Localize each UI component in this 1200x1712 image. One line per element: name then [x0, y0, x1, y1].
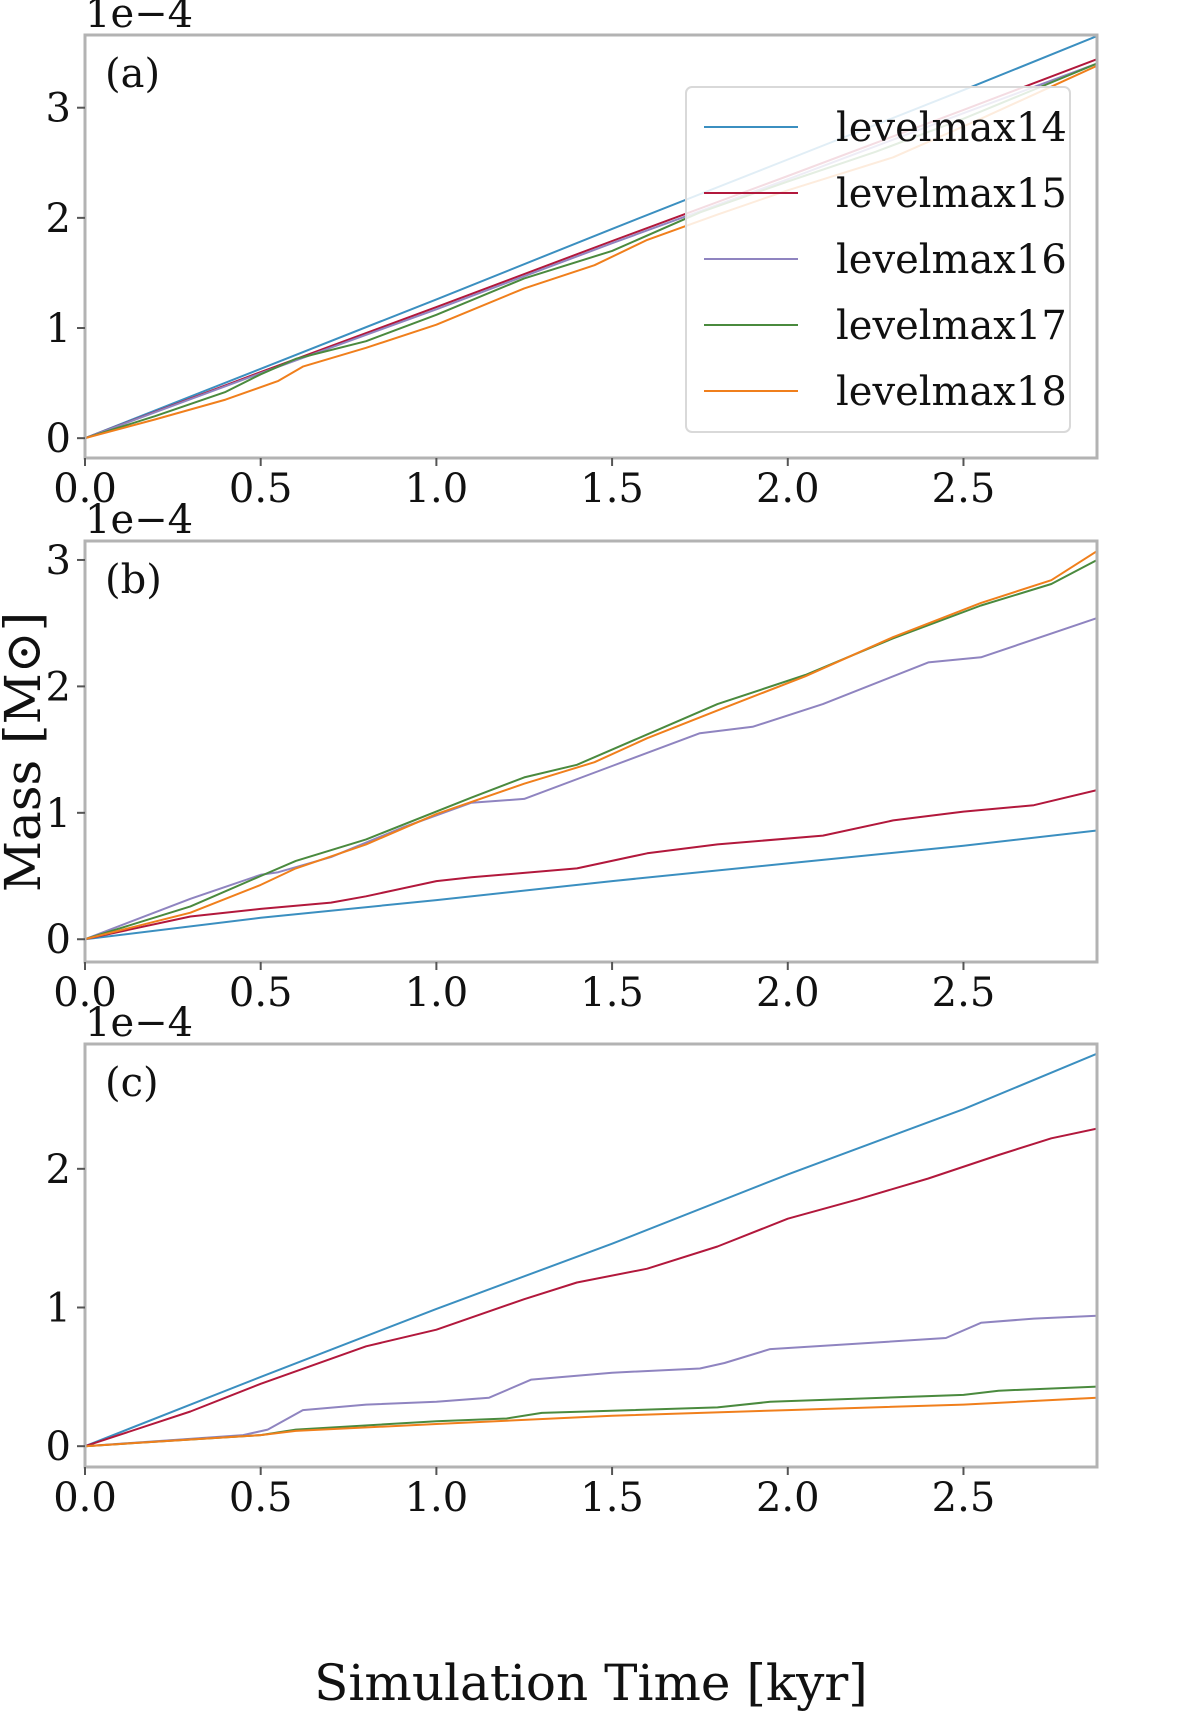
y-tick-label: 0 — [46, 416, 71, 462]
y-exponent-label: 1e−4 — [85, 497, 193, 543]
x-tick-label: 1.5 — [580, 466, 644, 512]
x-tick-label: 0.5 — [229, 1475, 293, 1521]
plot-frame — [83, 33, 1099, 460]
x-tick-label: 2.0 — [756, 970, 820, 1016]
x-tick-label: 1.0 — [405, 970, 469, 1016]
legend: levelmax14 levelmax15 levelmax16 levelmax17… — [685, 86, 1071, 433]
x-tick-label: 2.0 — [756, 466, 820, 512]
y-tick-label: 1 — [46, 1286, 71, 1332]
series-line-levelmax16 — [85, 617, 1097, 941]
legend-label-levelmax15: levelmax15 — [836, 171, 1067, 217]
x-tick-label: 0.0 — [53, 1475, 117, 1521]
plot-frame — [83, 539, 1099, 964]
y-axis-title: Mass [M⊙] — [0, 612, 52, 892]
x-tick-label: 2.5 — [932, 970, 996, 1016]
y-tick-label: 3 — [46, 538, 71, 584]
series-line-levelmax18 — [85, 1396, 1097, 1448]
plot-frame — [83, 1042, 1099, 1469]
x-tick-label: 2.5 — [932, 1475, 996, 1521]
y-tick-label: 0 — [46, 1424, 71, 1470]
series-line-levelmax14 — [85, 1052, 1097, 1448]
x-tick-label: 0.5 — [229, 466, 293, 512]
y-tick-label: 2 — [46, 196, 71, 242]
panel-1: 0.0 0.5 1.0 1.5 2.0 2.5 0 1 2 3 1e−4 (b) — [46, 497, 1099, 1016]
legend-label-levelmax18: levelmax18 — [836, 369, 1067, 415]
x-tick-label: 1.5 — [580, 970, 644, 1016]
legend-box — [685, 86, 1071, 433]
y-exponent-label: 1e−4 — [85, 1000, 193, 1046]
series-line-levelmax15 — [85, 789, 1097, 941]
x-tick-label: 1.5 — [580, 1475, 644, 1521]
series-line-levelmax16 — [85, 1314, 1097, 1448]
series-line-levelmax14 — [85, 829, 1097, 941]
series-line-levelmax15 — [85, 1127, 1097, 1448]
legend-label-levelmax14: levelmax14 — [836, 105, 1067, 151]
x-axis-title: Simulation Time [kyr] — [314, 1654, 868, 1712]
panel-label: (c) — [105, 1060, 159, 1106]
x-tick-label: 1.0 — [405, 466, 469, 512]
y-tick-label: 3 — [46, 86, 71, 132]
panel-label: (b) — [105, 557, 162, 603]
panel-0: 0.0 0.5 1.0 1.5 2.0 2.501231e−4(a)levelmax14l… — [46, 0, 1099, 512]
y-exponent-label: 1e−4 — [85, 0, 193, 37]
panel-label: (a) — [105, 51, 160, 97]
legend-label-levelmax16: levelmax16 — [836, 237, 1067, 283]
y-tick-label: 1 — [46, 306, 71, 352]
series-group — [85, 1052, 1097, 1448]
x-tick-label: 2.0 — [756, 1475, 820, 1521]
x-tick-label: 0.0 — [53, 970, 117, 1016]
x-tick-label: 0.5 — [229, 970, 293, 1016]
legend-label-levelmax17: levelmax17 — [836, 303, 1067, 349]
series-line-levelmax17 — [85, 559, 1097, 941]
series-group — [85, 550, 1097, 941]
panel-2: 0.0 0.5 1.0 1.5 2.0 2.5 0 1 2 1e−4 (c) — [46, 1000, 1099, 1521]
y-tick-label: 0 — [46, 917, 71, 963]
x-tick-label: 2.5 — [932, 466, 996, 512]
y-tick-label: 2 — [46, 1147, 71, 1193]
x-tick-label: 0.0 — [53, 466, 117, 512]
series-line-levelmax18 — [85, 550, 1097, 941]
x-tick-label: 1.0 — [405, 1475, 469, 1521]
y-tick-label: 2 — [46, 664, 71, 710]
y-tick-label: 1 — [46, 791, 71, 837]
